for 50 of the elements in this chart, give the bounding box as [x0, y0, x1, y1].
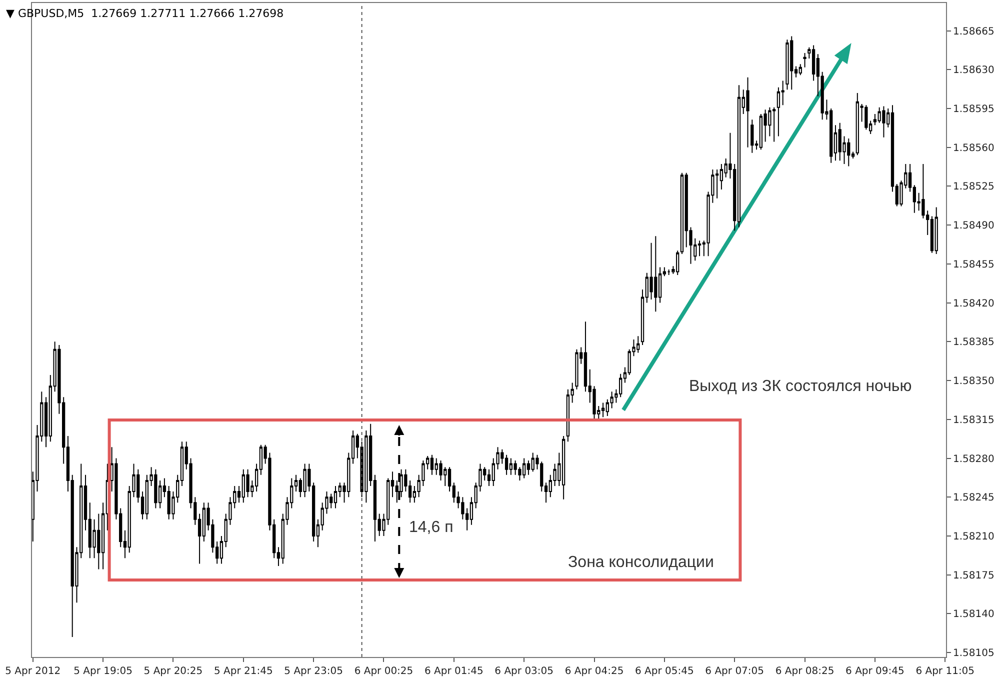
- y-tick-label: 1.58385: [953, 337, 994, 348]
- candlestick: [798, 64, 802, 76]
- y-tick-label: 1.58280: [953, 454, 994, 465]
- x-tick-label: 6 Apr 09:45: [846, 666, 904, 677]
- x-tick-label: 6 Apr 04:25: [564, 666, 624, 677]
- y-tick-label: 1.58140: [953, 609, 994, 620]
- x-tick-label: 6 Apr 01:45: [424, 666, 484, 677]
- y-tick-label: 1.58315: [953, 414, 994, 426]
- y-tick-label: 1.58350: [953, 376, 994, 388]
- x-tick-label: 5 Apr 23:05: [284, 666, 343, 677]
- x-tick-label: 6 Apr 03:05: [494, 666, 554, 677]
- y-tick-label: 1.58525: [953, 182, 994, 193]
- x-tick-label: 5 Apr 20:25: [144, 666, 203, 677]
- candlestick: [680, 172, 684, 254]
- candlestick: [698, 240, 702, 257]
- annotation: Выход из ЗК состоялся ночью: [689, 378, 912, 395]
- y-tick-label: 1.58665: [953, 26, 994, 38]
- y-tick-label: 1.58630: [953, 65, 994, 76]
- y-tick-label: 1.58245: [953, 492, 994, 504]
- chart-title: ▼ GBPUSD,M5 1.27669 1.27711 1.27666 1.27698: [6, 6, 284, 20]
- candlestick: [803, 52, 806, 68]
- candlestick: [746, 76, 750, 148]
- x-tick-label: 6 Apr 11:05: [916, 666, 975, 677]
- x-tick-label: 5 Apr 2012: [5, 666, 61, 677]
- candlestick: [934, 206, 938, 254]
- y-tick-label: 1.58455: [953, 259, 994, 270]
- y-tick-label: 1.58420: [953, 298, 994, 310]
- x-tick-label: 5 Apr 21:45: [214, 666, 273, 677]
- x-tick-label: 6 Apr 07:05: [705, 666, 764, 677]
- y-tick-label: 1.58105: [953, 648, 994, 660]
- y-tick-label: 1.58175: [953, 570, 994, 582]
- annotation: 14,6 п: [409, 519, 454, 536]
- candlestick: [562, 436, 566, 500]
- candlestick: [430, 454, 434, 476]
- y-tick-label: 1.58210: [953, 531, 994, 542]
- annotation: Зона консолидации: [568, 554, 714, 571]
- candlestick: [575, 348, 578, 390]
- candlestick: [334, 486, 338, 509]
- x-tick-label: 5 Apr 19:05: [74, 666, 132, 677]
- candlestick: [601, 402, 605, 418]
- x-tick-label: 6 Apr 05:45: [635, 666, 694, 677]
- x-tick-label: 6 Apr 00:25: [354, 666, 414, 677]
- candlestick: [750, 119, 754, 154]
- candlestick: [786, 39, 789, 90]
- candlestick: [882, 106, 886, 138]
- y-tick-label: 1.58595: [953, 104, 994, 115]
- candlestick: [737, 84, 741, 228]
- x-tick-label: 6 Apr 08:25: [775, 666, 834, 677]
- y-tick-label: 1.58560: [953, 142, 994, 154]
- y-tick-label: 1.58490: [953, 220, 994, 232]
